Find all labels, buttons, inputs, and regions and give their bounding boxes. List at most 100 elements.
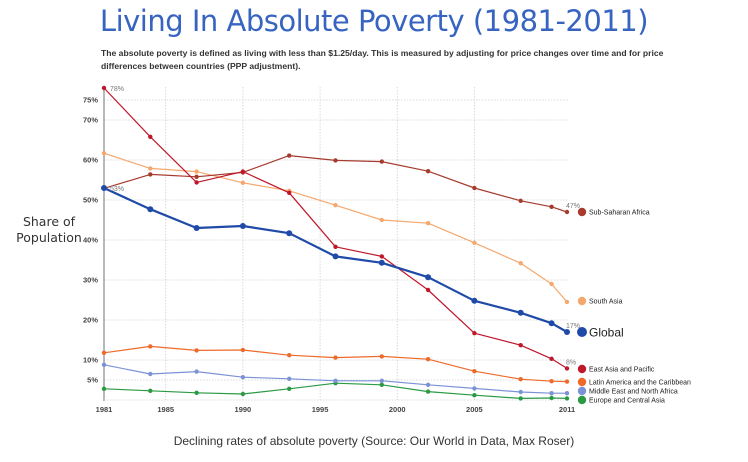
data-point [194, 180, 199, 185]
data-point [379, 382, 384, 387]
data-point [518, 377, 523, 382]
legend-marker [577, 296, 587, 306]
legend-marker [577, 207, 587, 217]
data-point [564, 299, 570, 305]
data-point [287, 376, 292, 381]
x-tick-label: 2000 [389, 405, 406, 414]
data-point [518, 261, 523, 266]
y-tick-label: 60% [83, 156, 98, 165]
y-axis-label: Share of Population [16, 214, 82, 245]
x-tick-label: 1985 [157, 405, 174, 414]
legend-item-south-asia: South Asia [577, 296, 623, 306]
data-point [287, 190, 292, 195]
data-point [379, 217, 384, 223]
data-point [472, 331, 477, 336]
data-point [148, 371, 153, 377]
data-point [518, 198, 523, 203]
series-line-europe-and-central-asia [103, 382, 568, 399]
x-axis-ticks: 1981 1985 1990 1995 2000 2005 2011 [96, 405, 575, 414]
data-point [379, 378, 384, 383]
data-point [564, 329, 570, 335]
data-point [472, 393, 477, 398]
data-point [287, 353, 292, 358]
data-point [378, 259, 385, 266]
data-point [240, 169, 246, 174]
y-tick-label: 30% [83, 276, 98, 285]
legend-marker [577, 395, 587, 405]
data-point [332, 253, 339, 260]
data-point [517, 309, 524, 316]
series-line-global [103, 186, 568, 333]
y-tick-label: 70% [83, 116, 98, 125]
data-point [333, 158, 338, 163]
data-point [101, 350, 107, 355]
legend-item-europe-and-central-asia: Europe and Central Asia [577, 395, 665, 405]
data-point [518, 396, 523, 401]
legend-label: Sub-Saharan Africa [589, 210, 650, 217]
legend-label: Europe and Central Asia [589, 398, 665, 405]
data-point [472, 369, 477, 374]
data-point [148, 166, 153, 171]
y-tick-label: 10% [83, 356, 98, 365]
data-point [472, 185, 477, 191]
figure-caption: Declining rates of absolute poverty (Sou… [173, 434, 575, 448]
legend-item-latin-america-and-the-caribbean: Latin America and the Caribbean [577, 377, 691, 387]
data-point [193, 225, 200, 231]
data-point [472, 240, 477, 245]
data-point [147, 206, 154, 213]
legend-item-east-asia-and-pacific: East Asia and Pacific [577, 364, 655, 374]
legend-label: East Asia and Pacific [589, 367, 655, 374]
data-point [287, 386, 292, 391]
data-point [240, 391, 246, 397]
start-value-label: 78% [110, 86, 124, 93]
end-value-label: 17% [566, 323, 580, 330]
data-point [239, 223, 246, 229]
legend-label: Middle East and North Africa [589, 389, 678, 396]
data-point [564, 391, 570, 396]
data-point [333, 378, 338, 383]
legend: Europe and Central Asia Middle East and N… [577, 207, 691, 405]
data-point [101, 185, 107, 191]
data-point [425, 287, 431, 293]
data-point [101, 151, 107, 156]
x-tick-label: 1981 [96, 405, 113, 414]
data-point [425, 389, 431, 394]
x-tick-label: 1990 [235, 405, 252, 414]
data-point [379, 354, 384, 359]
series-line-middle-east-and-north-africa [103, 364, 567, 394]
data-point [564, 209, 570, 215]
axes [103, 86, 569, 401]
series-latin-america-and-the-caribbean [101, 344, 570, 384]
data-point [287, 153, 292, 158]
series-europe-and-central-asia [101, 381, 570, 401]
data-point [194, 390, 199, 395]
end-value-label: 8% [566, 359, 576, 366]
chart-title: Living In Absolute Poverty (1981-2011) [99, 4, 649, 38]
x-tick-label: 1995 [312, 405, 329, 414]
legend-marker [577, 377, 587, 387]
legend-label: Global [589, 326, 624, 340]
data-point [379, 254, 384, 259]
data-point [240, 347, 246, 353]
data-point [471, 297, 478, 304]
series-global: 53% 17% [101, 185, 580, 335]
data-point [148, 134, 153, 139]
series-line-latin-america-and-the-caribbean [103, 345, 568, 383]
series-sub-saharan-africa: 47% [101, 153, 580, 215]
series-middle-east-and-north-africa [101, 362, 570, 396]
data-point [518, 343, 523, 348]
data-point [333, 203, 338, 208]
end-value-label: 47% [566, 203, 580, 210]
data-point [548, 320, 555, 327]
data-point [549, 379, 554, 384]
legend-label: Latin America and the Caribbean [589, 380, 691, 387]
series-east-asia-and-pacific: 78% 8% [101, 85, 576, 371]
series-line-sub-saharan-africa [103, 155, 568, 213]
data-point [564, 366, 570, 371]
legend-marker [577, 386, 587, 396]
data-point [549, 391, 554, 396]
legend-item-global: Global [577, 326, 624, 340]
legend-marker [577, 327, 587, 337]
data-point [333, 244, 338, 249]
